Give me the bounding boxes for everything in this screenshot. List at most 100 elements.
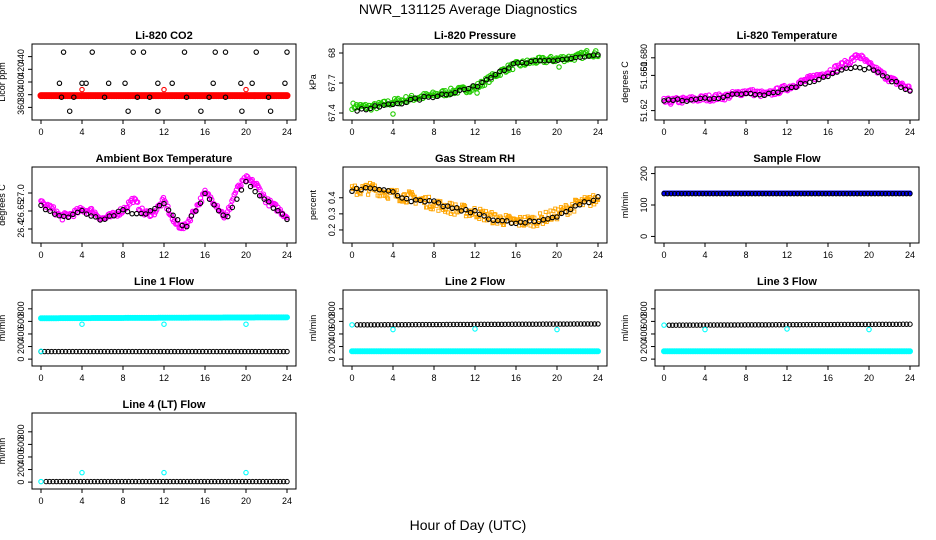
plot-frame — [31, 166, 297, 244]
data-point — [243, 469, 249, 476]
data-point — [474, 83, 481, 90]
data-point — [472, 206, 477, 211]
data-point — [108, 478, 115, 485]
data-point — [492, 71, 499, 78]
data-point — [238, 348, 245, 355]
data-point — [92, 214, 99, 220]
data-point — [661, 322, 667, 328]
data-point — [154, 348, 160, 355]
data-point — [267, 478, 273, 485]
y-tick-label: 600 — [327, 314, 337, 329]
data-point — [119, 478, 125, 485]
data-point — [225, 213, 231, 220]
y-tick-label: 68 — [327, 48, 337, 58]
data-point — [83, 80, 89, 87]
data-point — [724, 190, 730, 197]
data-point — [498, 321, 505, 327]
chart-title: Li-820 CO2 — [135, 30, 192, 42]
data-point — [780, 190, 787, 197]
data-point — [437, 321, 443, 328]
data-point — [42, 206, 49, 213]
data-point — [161, 469, 167, 476]
x-tick-label: 4 — [702, 250, 707, 260]
data-point — [46, 478, 53, 485]
data-point — [79, 321, 85, 327]
data-point — [866, 321, 872, 328]
data-point — [163, 478, 170, 485]
data-point — [454, 205, 460, 211]
data-point — [112, 478, 118, 485]
data-point — [720, 94, 726, 101]
data-point — [136, 478, 142, 485]
data-point — [122, 80, 128, 87]
data-point — [196, 348, 202, 355]
data-point — [434, 93, 441, 100]
x-tick-label: 4 — [702, 373, 707, 383]
data-point — [59, 348, 65, 355]
data-point — [151, 211, 158, 218]
data-point — [284, 49, 290, 55]
data-point — [858, 190, 864, 197]
data-point — [111, 213, 117, 219]
data-point — [462, 203, 467, 208]
chart-panel: Sample Flow ml/min 0 100 200 0 4 8 12 16 20 24 — [620, 153, 920, 260]
data-point — [711, 322, 717, 328]
data-point — [704, 322, 710, 328]
data-point — [416, 97, 423, 103]
data-point — [214, 348, 220, 355]
data-point — [252, 188, 258, 195]
data-point — [731, 322, 738, 328]
x-tick-label: 4 — [702, 127, 707, 137]
data-point — [474, 321, 481, 328]
data-point — [256, 348, 262, 355]
data-point — [868, 190, 875, 197]
data-point — [69, 348, 76, 355]
data-point — [902, 86, 909, 93]
data-point — [215, 478, 221, 485]
data-point — [177, 478, 184, 485]
y-axis-label: kPa — [308, 74, 318, 90]
data-point — [280, 348, 287, 355]
data-point — [893, 190, 899, 197]
data-point — [115, 478, 122, 485]
x-tick-label: 0 — [38, 373, 43, 383]
data-point — [52, 348, 58, 355]
data-point — [784, 190, 790, 197]
data-point — [784, 86, 790, 92]
data-point — [590, 197, 597, 204]
data-point — [866, 65, 872, 71]
data-point — [366, 192, 371, 197]
y-tick-label: 800 — [16, 424, 26, 439]
data-point — [560, 321, 567, 327]
data-point — [349, 188, 355, 194]
x-tick-label: 8 — [743, 127, 748, 137]
data-point — [773, 190, 780, 197]
data-point — [403, 195, 410, 202]
data-point — [390, 326, 396, 333]
data-point — [221, 348, 227, 355]
data-point — [861, 190, 868, 197]
data-point — [126, 348, 132, 355]
data-point — [259, 348, 266, 355]
data-point — [900, 190, 906, 197]
data-point — [79, 86, 85, 93]
data-point — [280, 478, 287, 485]
data-point — [229, 204, 236, 211]
data-point — [826, 190, 832, 197]
x-tick-label: 0 — [661, 373, 666, 383]
data-point — [584, 48, 590, 54]
chart-marks — [38, 314, 290, 355]
data-point — [509, 321, 515, 327]
data-point — [246, 478, 252, 485]
data-point — [143, 211, 149, 217]
data-point — [775, 89, 781, 96]
y-tick-label: 51.660 — [639, 62, 649, 90]
data-point — [431, 198, 437, 204]
data-point — [133, 210, 140, 217]
data-point — [742, 322, 748, 328]
data-point — [867, 60, 874, 66]
data-point — [170, 478, 177, 485]
data-point — [886, 321, 893, 328]
data-point — [763, 190, 769, 197]
data-point — [682, 190, 688, 197]
